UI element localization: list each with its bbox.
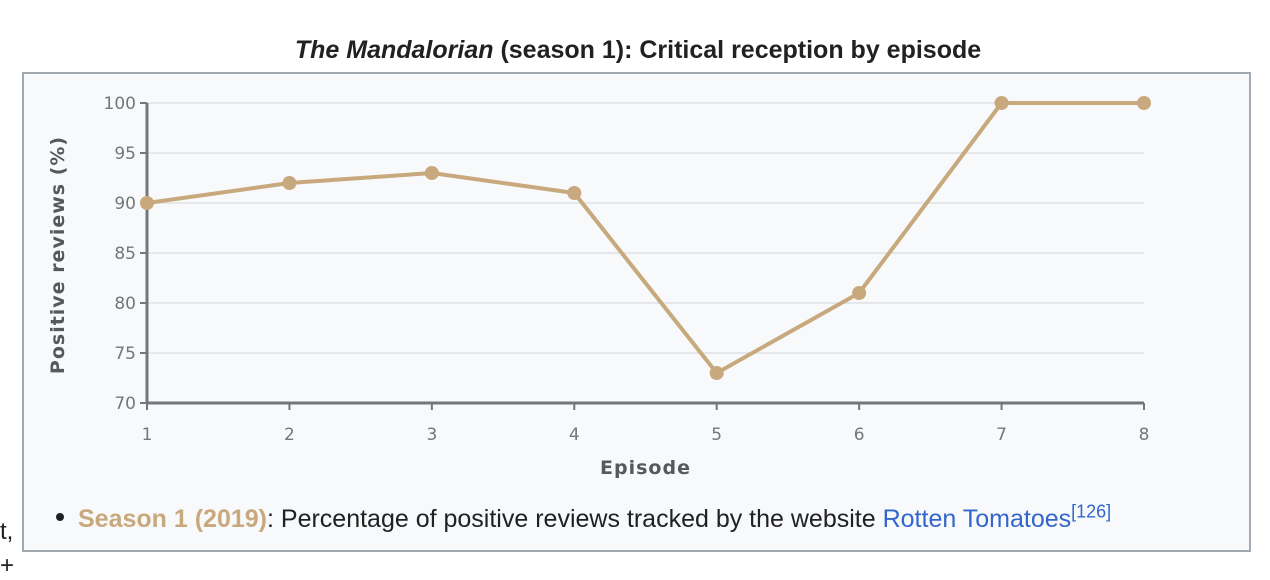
x-tick-label-5: 5 — [711, 425, 722, 445]
series-layer — [140, 96, 1151, 380]
y-tick-label-95: 95 — [114, 144, 136, 164]
y-tick-label-70: 70 — [114, 394, 136, 414]
x-tick-label-3: 3 — [426, 425, 437, 445]
y-tick-label-75: 75 — [114, 344, 136, 364]
chart-frame — [22, 72, 1251, 552]
legend-description: : Percentage of positive reviews tracked… — [267, 505, 883, 533]
x-tick-label-6: 6 — [854, 425, 865, 445]
x-tick-label-4: 4 — [569, 425, 580, 445]
y-axis-label: Positive reviews (%) — [47, 136, 69, 374]
data-point-ep6 — [852, 286, 867, 300]
y-tick-label-80: 80 — [114, 294, 136, 314]
data-point-ep4 — [567, 186, 582, 200]
chart-title-rest: (season 1): Critical reception by episod… — [493, 36, 982, 64]
y-tick-label-90: 90 — [114, 194, 136, 214]
x-tick-label-8: 8 — [1139, 425, 1150, 445]
data-point-ep5 — [709, 366, 724, 380]
legend: Season 1 (2019): Percentage of positive … — [56, 501, 1112, 534]
gridlines — [147, 102, 1144, 354]
reference-link[interactable]: [126] — [1071, 501, 1112, 522]
y-tick-label-85: 85 — [114, 244, 136, 264]
data-point-ep7 — [994, 96, 1009, 110]
rotten-tomatoes-link[interactable]: Rotten Tomatoes — [882, 505, 1072, 533]
series-line-0 — [145, 101, 1146, 375]
axes: 70 75 80 85 90 95 100 1 2 3 4 5 6 7 8 — [104, 94, 1150, 445]
x-axis-label: Episode — [600, 457, 691, 479]
data-point-ep8 — [1137, 96, 1151, 110]
y-tick-label-100: 100 — [104, 94, 136, 114]
data-point-ep2 — [282, 176, 297, 190]
stray-text-fragment: t, — [0, 518, 14, 545]
data-point-ep1 — [140, 196, 154, 210]
legend-series-label: Season 1 (2019) — [78, 505, 267, 533]
chart-title-italic: The Mandalorian — [294, 36, 494, 64]
chart-title: The Mandalorian (season 1): Critical rec… — [0, 36, 1270, 65]
stray-text-fragment-2: + — [0, 552, 15, 579]
x-tick-label-7: 7 — [996, 425, 1007, 445]
data-point-ep3 — [424, 166, 439, 180]
x-tick-label-1: 1 — [142, 425, 153, 445]
legend-bullet — [56, 513, 64, 522]
x-tick-label-2: 2 — [284, 425, 295, 445]
